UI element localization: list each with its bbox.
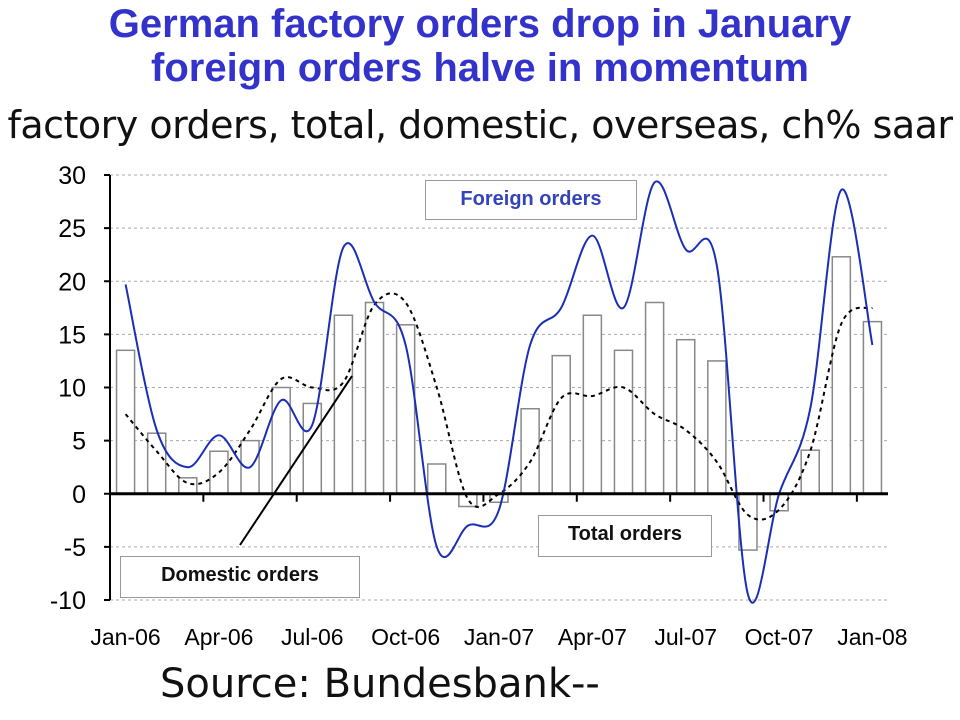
bar [458, 493, 478, 508]
y-tick-label: -10 [50, 587, 86, 615]
bar [551, 354, 572, 495]
chart-title-line-1: German factory orders drop in January [108, 2, 852, 46]
y-tick-label: 10 [58, 375, 86, 403]
bar [613, 349, 634, 495]
x-tick-label: Jan-07 [464, 624, 534, 650]
chart-title-line-2: foreign orders halve in momentum [151, 46, 809, 90]
x-tick-label: Oct-07 [745, 624, 814, 650]
chart-title: German factory orders drop in January fo… [0, 2, 960, 90]
annotation-foreign-orders: Foreign orders [425, 180, 637, 220]
y-tick-label: 20 [58, 268, 86, 296]
bar [302, 402, 323, 495]
bar [146, 432, 167, 495]
x-tick-label: Oct-06 [371, 624, 440, 650]
bar [675, 338, 696, 495]
line-domestic-orders [124, 292, 873, 521]
bar [831, 256, 852, 495]
bar [862, 320, 883, 495]
bar [582, 314, 603, 495]
line-foreign-orders [124, 180, 874, 604]
line-series [124, 180, 874, 604]
bar-series-total-orders [115, 256, 883, 551]
bar [364, 301, 385, 495]
annotation-total-orders: Total orders [538, 515, 712, 557]
y-tick-label: 5 [72, 428, 86, 456]
chart-subtitle: factory orders, total, domestic, oversea… [7, 103, 953, 147]
bar [333, 314, 354, 495]
bar [520, 408, 540, 495]
bar [644, 301, 665, 495]
grid-lines [110, 174, 888, 601]
bar [209, 450, 229, 495]
source-note: Source: Bundesbank-- [160, 661, 600, 707]
y-tick-label: 30 [58, 162, 86, 190]
y-tick-label: 0 [72, 481, 86, 509]
x-tick-label: Jul-07 [654, 624, 717, 650]
x-tick-label: Apr-07 [558, 624, 627, 650]
bar [800, 449, 820, 495]
annotation-domestic-orders: Domestic orders [120, 556, 360, 598]
y-tick-label: 15 [58, 321, 86, 349]
bar [178, 477, 198, 495]
domestic-orders-pointer [239, 375, 353, 546]
y-tick-label: 25 [58, 215, 86, 243]
x-tick-label: Jan-08 [837, 624, 907, 650]
x-tick-label: Jan-06 [90, 624, 160, 650]
bar [426, 463, 447, 495]
bar [395, 324, 416, 495]
x-tick-label: Apr-06 [184, 624, 253, 650]
y-tick-label: -5 [64, 534, 86, 562]
x-tick-label: Jul-06 [281, 624, 344, 650]
